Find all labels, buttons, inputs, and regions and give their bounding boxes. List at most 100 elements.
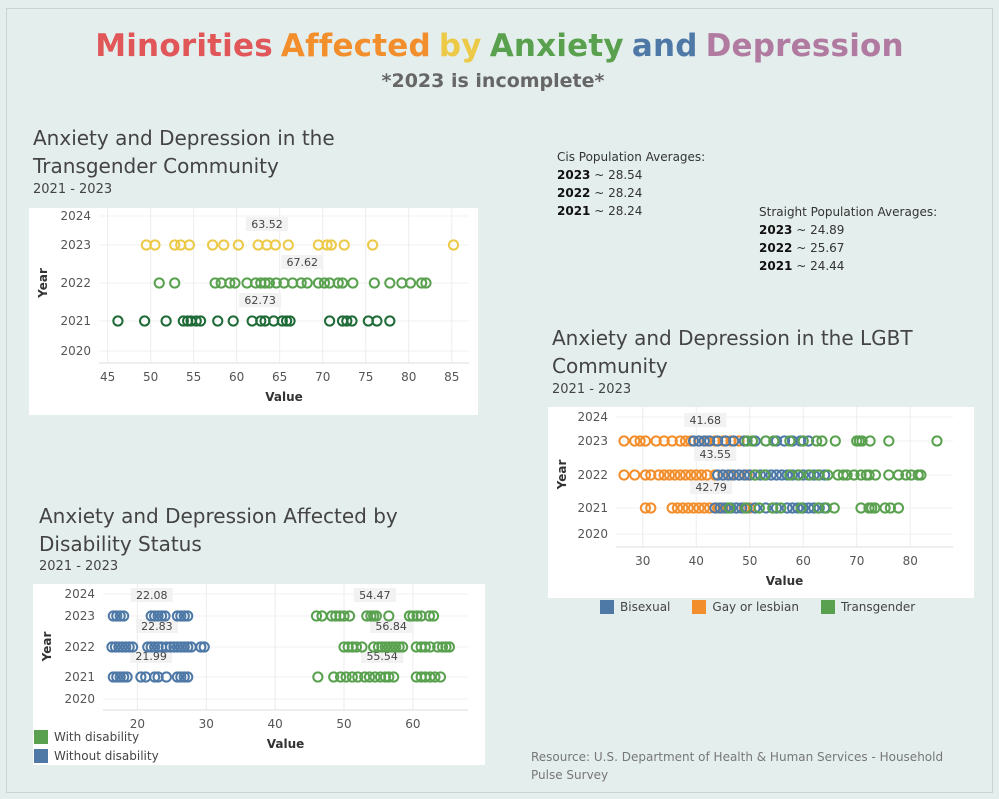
data-point bbox=[149, 239, 161, 251]
data-point bbox=[388, 671, 400, 683]
data-point bbox=[669, 469, 681, 481]
data-label: 22.08 bbox=[136, 589, 168, 602]
x-axis-title: Value bbox=[267, 737, 305, 751]
data-point bbox=[701, 469, 713, 481]
data-point bbox=[282, 239, 294, 251]
data-point bbox=[663, 469, 676, 481]
data-point bbox=[863, 469, 875, 481]
y-tick-label: 2024 bbox=[60, 209, 91, 223]
data-point bbox=[295, 277, 307, 289]
data-point bbox=[334, 671, 347, 683]
y-tick-label: 2021 bbox=[577, 501, 608, 515]
data-label-box bbox=[130, 588, 173, 602]
y-tick-label: 2022 bbox=[60, 276, 91, 290]
x-tick-label: 60 bbox=[405, 717, 420, 731]
data-point bbox=[359, 671, 371, 683]
data-point bbox=[384, 315, 396, 327]
data-point bbox=[160, 671, 172, 683]
data-point bbox=[113, 641, 125, 653]
data-point bbox=[629, 435, 641, 447]
data-point bbox=[175, 641, 187, 653]
data-point bbox=[698, 435, 710, 447]
legend-item[interactable]: Without disability bbox=[34, 749, 159, 763]
legend-label: Gay or lesbian bbox=[712, 600, 799, 614]
legend-item[interactable]: Gay or lesbian bbox=[692, 600, 799, 614]
data-point bbox=[424, 671, 436, 683]
data-point bbox=[284, 315, 296, 327]
data-point bbox=[698, 502, 710, 514]
data-point bbox=[369, 671, 381, 683]
legend-item[interactable]: With disability bbox=[34, 730, 159, 744]
data-point bbox=[712, 435, 724, 447]
data-point bbox=[776, 469, 788, 481]
data-point bbox=[384, 277, 396, 289]
data-point bbox=[712, 469, 724, 481]
data-point bbox=[639, 435, 652, 447]
lgbt-scatter-chart: 2024 2023 2022 2021 2020 30 40 50 60 70 80 Value Yea… bbox=[555, 407, 953, 588]
source-note: Resource: U.S. Department of Health & Hu… bbox=[531, 750, 944, 782]
data-point bbox=[396, 641, 409, 653]
data-point bbox=[276, 315, 288, 327]
data-point bbox=[341, 315, 353, 327]
data-point bbox=[111, 610, 123, 622]
legend-label: Without disability bbox=[54, 749, 159, 763]
data-point bbox=[171, 610, 183, 622]
cis-average-row: 2023 ~ 28.54 bbox=[557, 168, 643, 182]
data-point bbox=[869, 469, 882, 481]
y-tick-label: 2024 bbox=[577, 410, 608, 424]
data-point bbox=[301, 277, 313, 289]
data-point bbox=[864, 435, 876, 447]
straight-averages: Straight Population Averages: 2023 ~ 24.… bbox=[759, 203, 937, 275]
data-label-box bbox=[239, 293, 282, 307]
data-label: 21.99 bbox=[135, 650, 167, 663]
data-label: 67.62 bbox=[286, 256, 318, 269]
data-point bbox=[178, 641, 190, 653]
data-point bbox=[639, 469, 652, 481]
data-point bbox=[280, 315, 293, 327]
data-label-box bbox=[694, 447, 737, 461]
disability-chart-subtitle: 2021 - 2023 bbox=[39, 559, 119, 574]
data-label-box bbox=[281, 255, 324, 269]
data-point bbox=[759, 469, 771, 481]
data-point bbox=[650, 435, 662, 447]
title-word: by bbox=[438, 28, 482, 64]
data-point bbox=[312, 671, 324, 683]
data-point bbox=[618, 469, 630, 481]
data-point bbox=[744, 469, 756, 481]
x-tick-label: 60 bbox=[796, 554, 811, 568]
x-tick-label: 60 bbox=[229, 370, 244, 384]
data-point bbox=[376, 641, 388, 653]
data-point bbox=[346, 671, 358, 683]
lgbt-chart-title: Anxiety and Depression in the LGBT Commu… bbox=[552, 326, 913, 378]
data-point bbox=[770, 469, 783, 481]
data-point bbox=[820, 502, 832, 514]
x-tick-label: 50 bbox=[742, 554, 757, 568]
data-point bbox=[255, 315, 267, 327]
data-point bbox=[931, 435, 943, 447]
x-tick-label: 75 bbox=[358, 370, 373, 384]
x-tick-label: 45 bbox=[100, 370, 115, 384]
data-point bbox=[171, 671, 183, 683]
data-point bbox=[159, 610, 171, 622]
data-point bbox=[120, 641, 132, 653]
data-point bbox=[792, 502, 804, 514]
data-point bbox=[312, 277, 325, 289]
data-label: 62.73 bbox=[244, 294, 276, 307]
data-point bbox=[114, 671, 126, 683]
data-point bbox=[106, 641, 118, 653]
data-point bbox=[183, 239, 195, 251]
legend-label: With disability bbox=[54, 730, 140, 744]
data-point bbox=[347, 277, 359, 289]
legend-item[interactable]: Bisexual bbox=[600, 600, 670, 614]
data-point bbox=[723, 502, 736, 514]
data-label-box bbox=[245, 217, 288, 231]
transgender-chart-title: Anxiety and Depression in the Transgende… bbox=[33, 126, 335, 178]
data-point bbox=[346, 315, 358, 327]
data-point bbox=[828, 502, 840, 514]
legend-item[interactable]: Transgender bbox=[820, 600, 916, 614]
legend-swatch bbox=[34, 749, 48, 763]
legend-label: Transgender bbox=[840, 600, 916, 614]
data-point bbox=[190, 315, 202, 327]
data-point bbox=[810, 435, 823, 447]
x-tick-label: 80 bbox=[401, 370, 416, 384]
